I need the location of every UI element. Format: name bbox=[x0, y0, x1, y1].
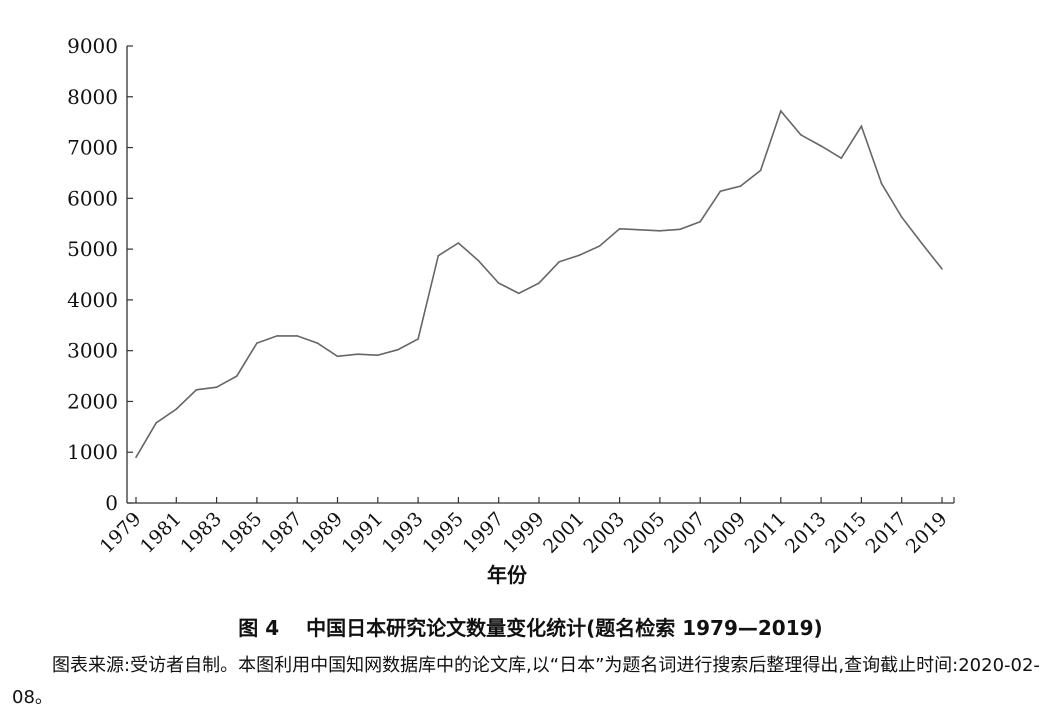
series-points bbox=[135, 110, 943, 459]
x-tick-label: 2011 bbox=[741, 508, 791, 558]
data-point bbox=[780, 110, 782, 112]
data-point bbox=[618, 228, 621, 230]
x-tick-label: 2005 bbox=[620, 508, 670, 558]
x-tick-label: 2019 bbox=[902, 508, 952, 558]
data-point bbox=[880, 182, 883, 185]
data-point bbox=[497, 282, 500, 284]
data-point bbox=[437, 254, 440, 257]
x-tick-label: 1993 bbox=[378, 508, 428, 558]
x-tick-label: 1991 bbox=[338, 508, 388, 558]
data-point bbox=[397, 348, 399, 351]
x-tick-label: 1983 bbox=[176, 508, 226, 558]
series-line bbox=[135, 109, 943, 458]
x-tick-label: 1989 bbox=[297, 508, 347, 558]
data-point bbox=[638, 229, 641, 231]
data-point bbox=[840, 157, 843, 160]
data-point bbox=[598, 245, 601, 247]
data-point bbox=[759, 169, 762, 172]
data-point bbox=[235, 375, 238, 377]
y-tick-label: 5000 bbox=[67, 237, 118, 261]
x-axis-ticks: 1979198119831985198719891991199319951997… bbox=[96, 497, 955, 558]
x-tick-label: 1985 bbox=[217, 508, 267, 558]
data-point bbox=[820, 145, 822, 147]
data-point bbox=[518, 292, 520, 295]
x-tick-label: 1999 bbox=[499, 508, 549, 558]
data-point bbox=[377, 354, 379, 357]
y-tick-label: 8000 bbox=[67, 85, 118, 109]
data-point bbox=[941, 268, 943, 270]
data-point bbox=[175, 408, 178, 410]
x-tick-label: 1979 bbox=[96, 508, 146, 558]
data-point bbox=[921, 242, 923, 245]
data-point bbox=[296, 335, 299, 337]
data-point bbox=[356, 353, 359, 356]
data-point bbox=[860, 125, 863, 128]
data-point bbox=[900, 216, 903, 218]
data-point bbox=[155, 421, 157, 424]
data-point bbox=[316, 342, 319, 344]
data-point bbox=[195, 388, 198, 391]
y-axis-ticks: 0 1000 2000 3000 4000 5000 6000 7000 8000 9000 bbox=[67, 34, 133, 515]
x-tick-label: 1995 bbox=[418, 508, 468, 558]
x-tick-label: 2003 bbox=[579, 508, 629, 558]
data-point bbox=[135, 456, 137, 459]
data-point bbox=[800, 134, 802, 136]
data-point bbox=[276, 335, 278, 337]
data-point bbox=[336, 355, 339, 358]
x-tick-label: 1987 bbox=[257, 508, 307, 558]
y-tick-label: 0 bbox=[105, 491, 118, 515]
y-tick-label: 9000 bbox=[67, 34, 118, 58]
x-tick-label: 1997 bbox=[458, 508, 508, 558]
data-point bbox=[538, 282, 540, 284]
data-point bbox=[215, 386, 218, 389]
y-tick-label: 3000 bbox=[67, 339, 118, 363]
y-tick-label: 2000 bbox=[67, 389, 118, 413]
data-point bbox=[699, 220, 701, 223]
data-point bbox=[477, 259, 480, 262]
x-tick-label: 2015 bbox=[821, 508, 871, 558]
x-tick-label: 2013 bbox=[781, 508, 831, 558]
x-tick-label: 2017 bbox=[861, 508, 911, 558]
x-axis-label: 年份 bbox=[487, 563, 528, 587]
data-point bbox=[659, 230, 661, 232]
x-tick-label: 2001 bbox=[539, 508, 589, 558]
x-tick-label: 2007 bbox=[660, 508, 710, 558]
data-point bbox=[578, 254, 581, 257]
data-point bbox=[256, 342, 258, 344]
data-point bbox=[739, 185, 742, 187]
data-point bbox=[457, 242, 460, 244]
data-point bbox=[417, 338, 419, 340]
figure-caption: 图 4 中国日本研究论文数量变化统计(题名检索 1979—2019) bbox=[238, 616, 823, 640]
line-chart: 0 1000 2000 3000 4000 5000 6000 7000 8000 9000 19… bbox=[67, 34, 955, 587]
data-point bbox=[679, 228, 681, 231]
data-point bbox=[719, 190, 722, 193]
y-tick-label: 4000 bbox=[67, 288, 118, 312]
x-tick-label: 1981 bbox=[136, 508, 186, 558]
x-tick-label: 2009 bbox=[700, 508, 750, 558]
y-tick-label: 7000 bbox=[67, 136, 118, 160]
y-tick-label: 1000 bbox=[67, 440, 118, 464]
data-point bbox=[558, 261, 560, 263]
y-tick-label: 6000 bbox=[67, 186, 118, 210]
source-note: 图表来源:受访者自制。本图利用中国知网数据库中的论文库,以“日本”为题名词进行搜… bbox=[12, 655, 1040, 708]
